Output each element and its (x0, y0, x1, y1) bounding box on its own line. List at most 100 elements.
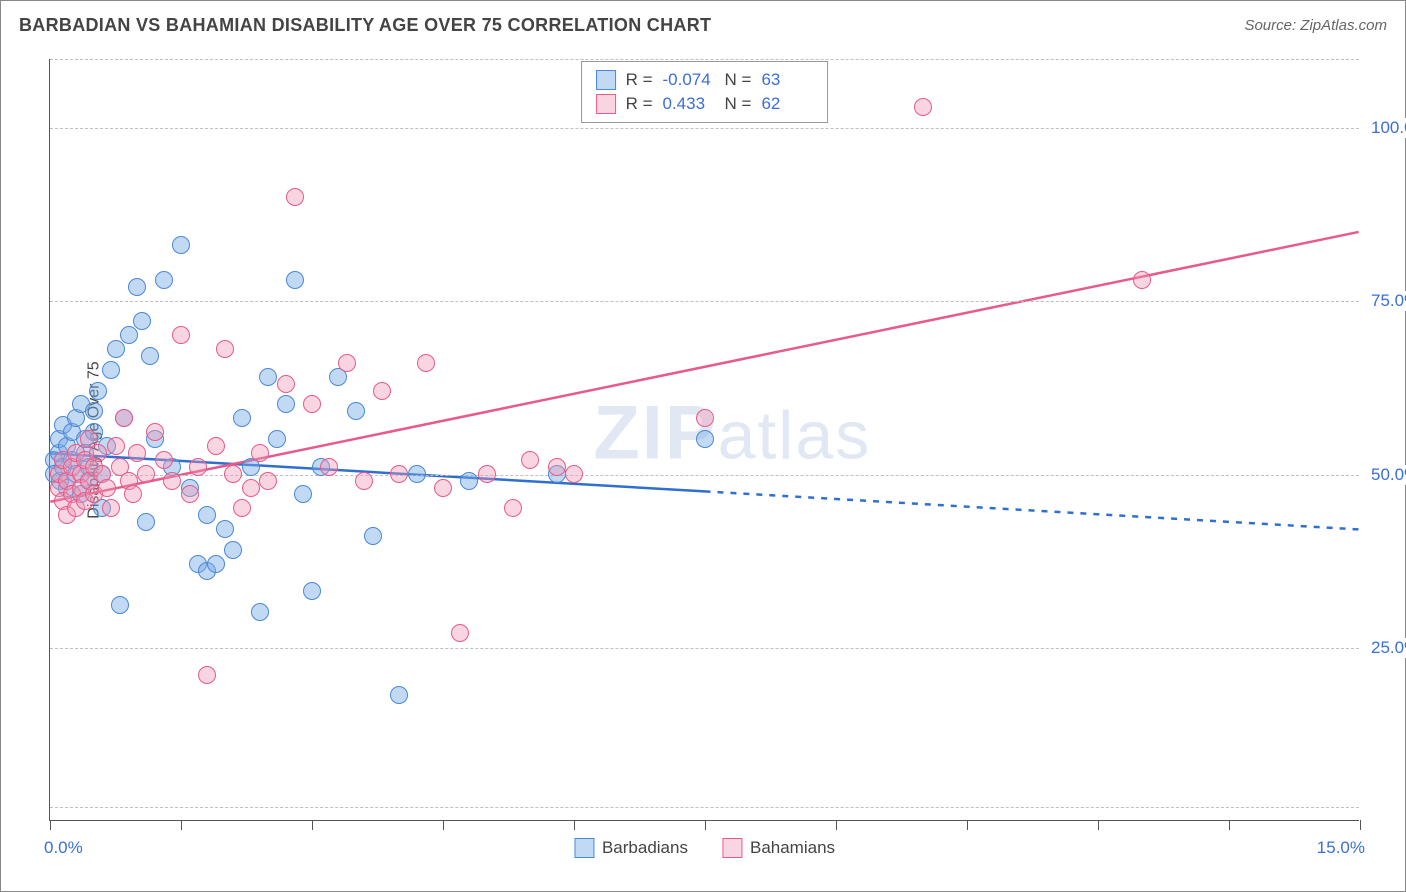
scatter-point (251, 603, 269, 621)
stats-row-barbadians: R = -0.074 N = 63 (596, 68, 814, 92)
scatter-point (408, 465, 426, 483)
chart-title: BARBADIAN VS BAHAMIAN DISABILITY AGE OVE… (19, 15, 711, 36)
stats-n-bahamians: 62 (761, 94, 813, 114)
scatter-point (434, 479, 452, 497)
chart-header: BARBADIAN VS BAHAMIAN DISABILITY AGE OVE… (1, 1, 1405, 49)
scatter-point (451, 624, 469, 642)
scatter-point (521, 451, 539, 469)
chart-container: BARBADIAN VS BAHAMIAN DISABILITY AGE OVE… (0, 0, 1406, 892)
scatter-point (320, 458, 338, 476)
scatter-point (128, 444, 146, 462)
scatter-point (373, 382, 391, 400)
scatter-point (268, 430, 286, 448)
scatter-point (233, 409, 251, 427)
scatter-point (137, 513, 155, 531)
stats-row-bahamians: R = 0.433 N = 62 (596, 92, 814, 116)
legend-item-barbadians: Barbadians (574, 838, 688, 858)
scatter-point (259, 368, 277, 386)
watermark: ZIPatlas (593, 389, 871, 476)
scatter-point (189, 458, 207, 476)
scatter-point (303, 582, 321, 600)
scatter-point (417, 354, 435, 372)
scatter-point (216, 520, 234, 538)
scatter-point (128, 278, 146, 296)
swatch-bahamians (596, 94, 616, 114)
scatter-point (98, 479, 116, 497)
x-tick (705, 820, 706, 830)
x-tick (50, 820, 51, 830)
scatter-point (111, 596, 129, 614)
gridline-h (50, 301, 1359, 302)
x-tick (1098, 820, 1099, 830)
stats-label: R = (626, 70, 653, 90)
scatter-point (198, 666, 216, 684)
scatter-point (89, 382, 107, 400)
scatter-point (146, 423, 164, 441)
scatter-point (102, 361, 120, 379)
x-tick (574, 820, 575, 830)
scatter-point (107, 437, 125, 455)
scatter-point (390, 686, 408, 704)
stats-n-barbadians: 63 (761, 70, 813, 90)
scatter-point (224, 541, 242, 559)
scatter-point (216, 340, 234, 358)
gridline-h (50, 648, 1359, 649)
scatter-point (172, 326, 190, 344)
scatter-point (163, 472, 181, 490)
stats-r-bahamians: 0.433 (663, 94, 715, 114)
scatter-point (294, 485, 312, 503)
x-tick (967, 820, 968, 830)
x-tick (1360, 820, 1361, 830)
x-tick (836, 820, 837, 830)
scatter-point (696, 409, 714, 427)
swatch-bahamians (722, 838, 742, 858)
scatter-point (504, 499, 522, 517)
scatter-point (355, 472, 373, 490)
scatter-point (478, 465, 496, 483)
scatter-point (548, 458, 566, 476)
trend-line-extrap (705, 491, 1359, 529)
scatter-point (277, 375, 295, 393)
scatter-point (141, 347, 159, 365)
stats-label: R = (626, 94, 653, 114)
y-tick-label: 25.0% (1367, 638, 1406, 658)
scatter-point (107, 340, 125, 358)
scatter-point (286, 271, 304, 289)
swatch-barbadians (596, 70, 616, 90)
scatter-point (207, 555, 225, 573)
y-tick-label: 50.0% (1367, 465, 1406, 485)
watermark-rest: atlas (718, 397, 872, 473)
stats-r-barbadians: -0.074 (663, 70, 715, 90)
scatter-point (914, 98, 932, 116)
scatter-point (390, 465, 408, 483)
scatter-point (181, 485, 199, 503)
chart-source: Source: ZipAtlas.com (1244, 17, 1387, 34)
scatter-point (224, 465, 242, 483)
scatter-point (124, 485, 142, 503)
x-tick (181, 820, 182, 830)
bottom-legend: Barbadians Bahamians (574, 838, 835, 858)
scatter-point (565, 465, 583, 483)
scatter-point (115, 409, 133, 427)
legend-label: Barbadians (602, 838, 688, 858)
stats-label: N = (725, 94, 752, 114)
gridline-h (50, 807, 1359, 808)
stats-legend: R = -0.074 N = 63 R = 0.433 N = 62 (581, 61, 829, 123)
scatter-point (102, 499, 120, 517)
scatter-point (338, 354, 356, 372)
scatter-point (242, 479, 260, 497)
scatter-point (460, 472, 478, 490)
scatter-point (172, 236, 190, 254)
x-axis-min-label: 0.0% (44, 838, 83, 858)
scatter-point (120, 326, 138, 344)
scatter-point (251, 444, 269, 462)
scatter-point (155, 271, 173, 289)
scatter-point (303, 395, 321, 413)
scatter-point (1133, 271, 1151, 289)
scatter-point (137, 465, 155, 483)
gridline-h (50, 59, 1359, 60)
scatter-point (696, 430, 714, 448)
scatter-point (347, 402, 365, 420)
y-tick-label: 75.0% (1367, 291, 1406, 311)
y-tick-label: 100.0% (1367, 118, 1406, 138)
